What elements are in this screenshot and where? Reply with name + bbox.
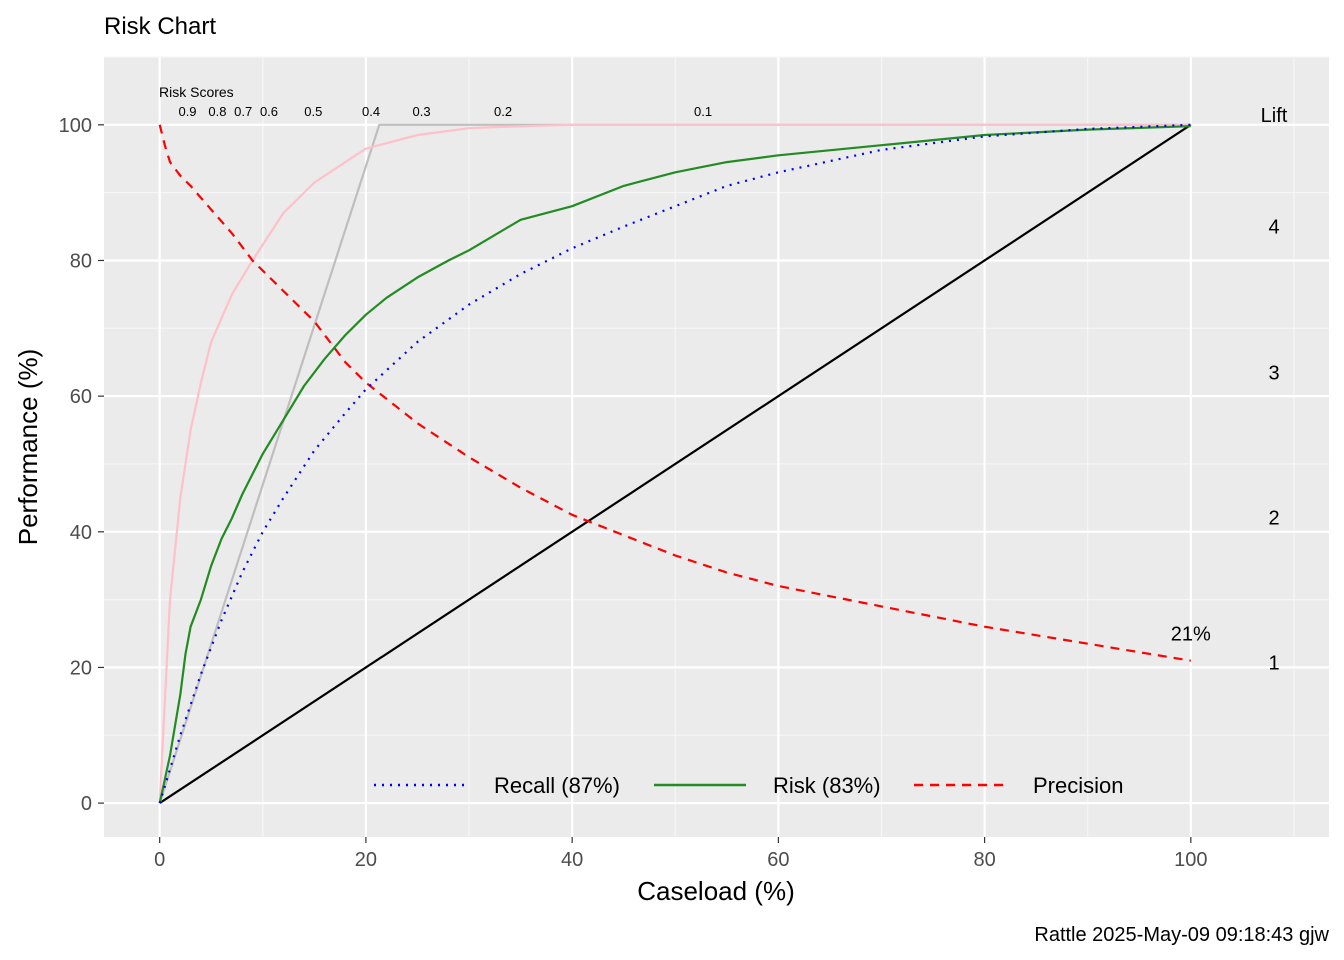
lift-label: 2 <box>1268 508 1279 530</box>
x-tick-label: 20 <box>355 849 377 871</box>
y-tick-label: 100 <box>59 115 92 137</box>
risk-score-label: 0.5 <box>304 104 322 119</box>
x-tick-label: 40 <box>561 849 583 871</box>
risk-score-label: 0.8 <box>208 104 226 119</box>
risk-score-label: 0.2 <box>494 104 512 119</box>
lift-label: 4 <box>1268 217 1279 239</box>
risk-score-label: 0.1 <box>694 104 712 119</box>
y-axis-ticks: 0 20 40 60 80 100 <box>59 115 104 815</box>
lift-label: 1 <box>1268 653 1279 675</box>
series-line-3 <box>158 123 1191 804</box>
risk-score-labels: Risk Scores 0.9 0.8 0.7 0.6 0.5 0.4 0.3 0.2 0.1 <box>159 84 712 119</box>
legend-label: Precision <box>1033 773 1123 798</box>
x-tick-label: 60 <box>767 849 789 871</box>
legend-label: Recall (87%) <box>494 773 620 798</box>
legend-label: Risk (83%) <box>773 773 881 798</box>
lift-labels: Lift 4 3 2 1 <box>1261 105 1288 675</box>
y-tick-label: 20 <box>70 657 92 679</box>
series-line-5 <box>159 123 1192 805</box>
chart-caption: Rattle 2025-May-09 09:18:43 gjw <box>1034 924 1329 946</box>
plot-panel <box>104 57 1329 837</box>
risk-score-label: 0.3 <box>413 104 431 119</box>
precision-end-annotation: 21% <box>1171 624 1211 646</box>
series-recall-87 <box>158 123 1191 804</box>
x-axis-title: Caseload (%) <box>637 876 795 906</box>
x-tick-label: 80 <box>973 849 995 871</box>
y-tick-label: 60 <box>70 386 92 408</box>
y-axis-title: Performance (%) <box>13 349 43 546</box>
y-tick-label: 40 <box>70 522 92 544</box>
y-tick-label: 80 <box>70 250 92 272</box>
lift-title: Lift <box>1261 105 1288 127</box>
lift-label: 3 <box>1268 362 1279 384</box>
grid-major <box>104 57 1329 837</box>
risk-score-label: 0.4 <box>362 104 380 119</box>
series-layer <box>158 123 1192 805</box>
grid-minor <box>104 56 1329 837</box>
y-tick-label: 0 <box>81 793 92 815</box>
risk-scores-title: Risk Scores <box>159 84 234 100</box>
x-tick-label: 0 <box>154 849 165 871</box>
x-axis-ticks: 0 20 40 60 80 100 <box>154 837 1208 871</box>
risk-score-label: 0.6 <box>260 104 278 119</box>
chart-title: Risk Chart <box>104 13 216 40</box>
legend: Recall (87%) Risk (83%) Precision <box>374 773 1123 798</box>
risk-score-label: 0.9 <box>178 104 196 119</box>
risk-score-label: 0.7 <box>234 104 252 119</box>
series-risk-83 <box>158 125 1191 804</box>
series-precision <box>158 124 1191 662</box>
x-tick-label: 100 <box>1174 849 1207 871</box>
